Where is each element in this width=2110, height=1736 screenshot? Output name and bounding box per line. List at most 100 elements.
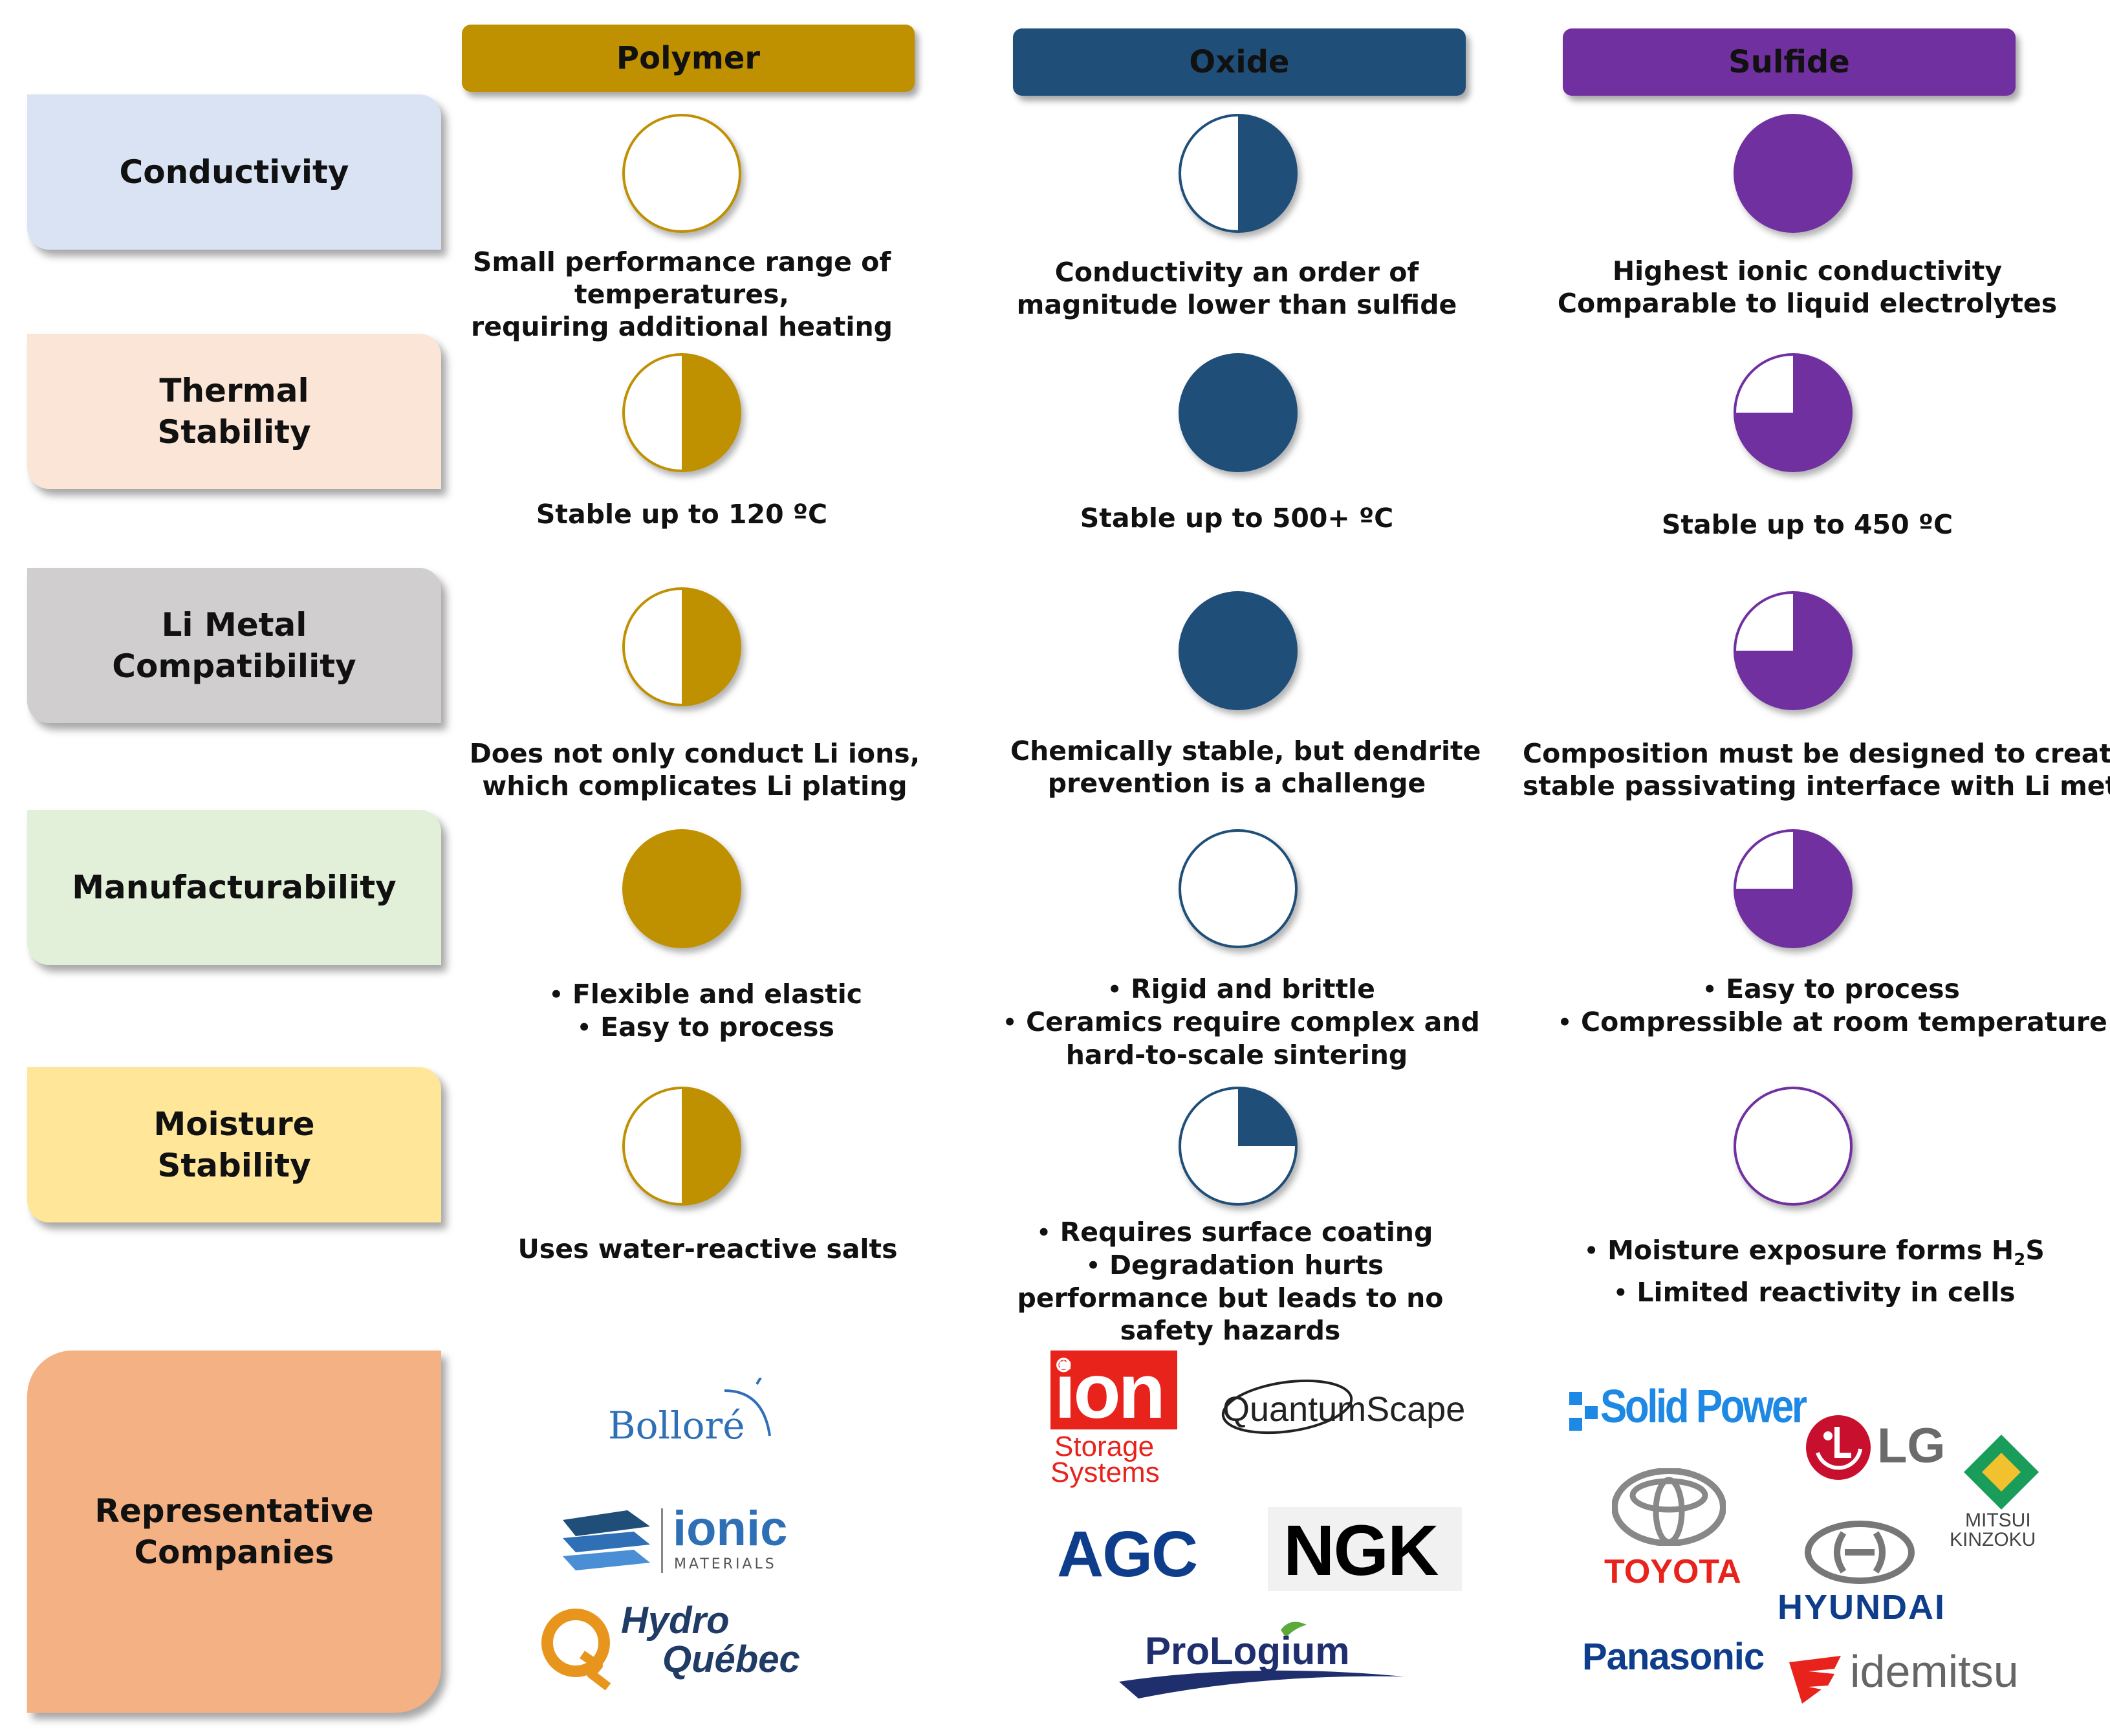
- logo-ngk: NGK: [1268, 1507, 1462, 1591]
- desc-manufacturability-polymer: Flexible and elastic Easy to process: [455, 978, 947, 1044]
- desc-line: Comparable to liquid electrolytes: [1557, 288, 2058, 319]
- harvey-ball-outline: [1734, 591, 1853, 710]
- harvey-ball-fill: [1735, 115, 1851, 232]
- column-header-label: Sulfide: [1728, 44, 1850, 80]
- logo-hyundai-text: HYUNDAI: [1778, 1588, 1946, 1627]
- bullet-item: Compressible at room temperature: [1549, 1006, 2107, 1039]
- desc-line: Stable up to 120 ºC: [536, 499, 828, 530]
- harvey-ball-li-metal-sulfide: [1734, 591, 1853, 710]
- harvey-ball-fill: [682, 589, 740, 705]
- logo-ionic-text: ionic: [673, 1501, 788, 1556]
- logo-lg-text: LG: [1877, 1418, 1946, 1473]
- bullet-item: Degradation hurts: [1004, 1249, 1457, 1282]
- bullet-item: Easy to process: [1549, 973, 2105, 1006]
- row-label-manufacturability: Manufacturability: [27, 810, 441, 965]
- desc-line: requiring additional heating: [471, 311, 893, 342]
- quantumscape-orbit-icon: [1221, 1379, 1353, 1435]
- desc-line: Small performance range of: [472, 246, 891, 277]
- prologium-swoosh-icon: [1119, 1622, 1404, 1698]
- logo-agc-text: AGC: [1057, 1518, 1198, 1590]
- desc-thermal-sulfide: Stable up to 450 ºC: [1581, 508, 2034, 541]
- logo-solid-power: Solid Power: [1569, 1378, 1807, 1442]
- mitsui-diamond-icon: [1964, 1435, 2039, 1510]
- logo-ion-storage-systems: ion ⊕ Storage Systems: [1050, 1348, 1177, 1488]
- desc-line: which complicates Li plating: [482, 770, 908, 801]
- ion-plus-icon: ⊕: [1054, 1352, 1073, 1378]
- column-header-polymer: Polymer: [462, 25, 915, 92]
- harvey-ball-manufacturability-oxide: [1179, 829, 1298, 948]
- harvey-ball-outline: [1179, 353, 1298, 472]
- subscript: 2: [2014, 1250, 2026, 1270]
- harvey-ball-fill: [682, 1088, 740, 1204]
- harvey-ball-fill: [1238, 1088, 1296, 1146]
- harvey-ball-outline: [622, 114, 741, 233]
- desc-moisture-sulfide: Moisture exposure forms H2S Limited reac…: [1551, 1234, 2069, 1309]
- harvey-ball-thermal-oxide: [1179, 353, 1298, 472]
- ion-red-block: [1050, 1351, 1177, 1429]
- harvey-ball-background: [1735, 1088, 1851, 1204]
- logo-toyota: TOYOTA: [1598, 1468, 1741, 1598]
- logo-hydro-text-1: Hydro: [621, 1600, 730, 1642]
- harvey-ball-outline: [1734, 829, 1853, 948]
- bullet-item: Limited reactivity in cells: [1551, 1276, 2069, 1309]
- desc-li-metal-polymer: Does not only conduct Li ions, which com…: [462, 737, 928, 802]
- harvey-ball-fill: [1180, 354, 1296, 471]
- logo-hydro-quebec: Hydro Québec: [537, 1598, 821, 1695]
- logo-prologium-text: ProLogium: [1145, 1629, 1350, 1673]
- bullet-item: Requires surface coating: [1004, 1216, 1457, 1249]
- desc-line: Does not only conduct Li ions,: [469, 738, 920, 769]
- logo-panasonic: Panasonic: [1582, 1635, 1770, 1687]
- desc-line: Composition must be designed to create: [1523, 738, 2110, 769]
- desc-manufacturability-sulfide: Easy to process Compressible at room tem…: [1549, 973, 2107, 1039]
- desc-line: Stable up to 500+ ºC: [1080, 503, 1394, 534]
- bullet-item: Rigid and brittle: [978, 973, 1495, 1006]
- column-header-label: Polymer: [616, 40, 761, 76]
- row-label-text: Li Metal Compatibility: [112, 606, 356, 685]
- harvey-ball-fill: [1735, 592, 1851, 709]
- logo-quantumscape: QuantumScape: [1216, 1371, 1475, 1442]
- desc-conductivity-oxide: Conductivity an order of magnitude lower…: [1010, 256, 1463, 321]
- bullet-item: Flexible and elastic: [455, 978, 947, 1011]
- row-label-li-metal-compatibility: Li Metal Compatibility: [27, 568, 441, 723]
- hydro-quebec-q-icon: [541, 1609, 611, 1691]
- idemitsu-emblem-icon: [1789, 1656, 1841, 1704]
- ionic-divider: [661, 1508, 663, 1573]
- row-label-moisture-stability: Moisture Stability: [27, 1067, 441, 1222]
- bullet-item: Easy to process: [455, 1011, 947, 1044]
- bullet-text-tail: S: [2025, 1235, 2045, 1266]
- logo-hydro-text-2: Québec: [662, 1638, 800, 1680]
- harvey-ball-background: [1180, 830, 1296, 947]
- row-label-conductivity: Conductivity: [27, 94, 441, 250]
- harvey-ball-outline: [622, 353, 741, 472]
- harvey-ball-outline: [1179, 114, 1298, 233]
- harvey-ball-outline: [1179, 829, 1298, 948]
- logo-quantumscape-text: QuantumScape: [1223, 1390, 1466, 1429]
- harvey-ball-fill: [1735, 830, 1851, 947]
- row-label-thermal-stability: Thermal Stability: [27, 334, 441, 489]
- harvey-ball-fill: [1238, 115, 1296, 232]
- harvey-ball-thermal-polymer: [622, 353, 741, 472]
- toyota-emblem-icon: [1612, 1468, 1726, 1546]
- logo-toyota-text: TOYOTA: [1604, 1553, 1741, 1590]
- desc-line: Chemically stable, but dendrite: [1010, 735, 1481, 766]
- harvey-ball-li-metal-oxide: [1179, 591, 1298, 710]
- harvey-ball-moisture-oxide: [1179, 1087, 1298, 1206]
- column-header-label: Oxide: [1189, 44, 1290, 80]
- bollore-swoosh-icon: [724, 1378, 771, 1437]
- harvey-ball-thermal-sulfide: [1734, 353, 1853, 472]
- harvey-ball-conductivity-oxide: [1179, 114, 1298, 233]
- solid-power-mark-icon: [1569, 1392, 1598, 1431]
- desc-li-metal-oxide: Chemically stable, but dendrite preventi…: [1010, 735, 1481, 799]
- row-label-representative-companies: Representative Companies: [27, 1351, 441, 1713]
- harvey-ball-outline: [1734, 1087, 1853, 1206]
- desc-line: prevention is a challenge: [1047, 768, 1426, 799]
- logo-ionic-materials: ionic MATERIALS: [556, 1501, 802, 1585]
- lg-face-icon: [1806, 1415, 1871, 1480]
- desc-li-metal-sulfide: Composition must be designed to create s…: [1523, 737, 2110, 802]
- harvey-ball-outline: [1179, 1087, 1298, 1206]
- column-header-sulfide: Sulfide: [1563, 28, 2016, 96]
- desc-line: Uses water-reactive salts: [517, 1233, 898, 1264]
- harvey-ball-background: [624, 115, 740, 232]
- desc-thermal-polymer: Stable up to 120 ºC: [455, 498, 908, 530]
- logo-mitsui-kinzoku: MITSUI KINZOKU: [1947, 1433, 2057, 1563]
